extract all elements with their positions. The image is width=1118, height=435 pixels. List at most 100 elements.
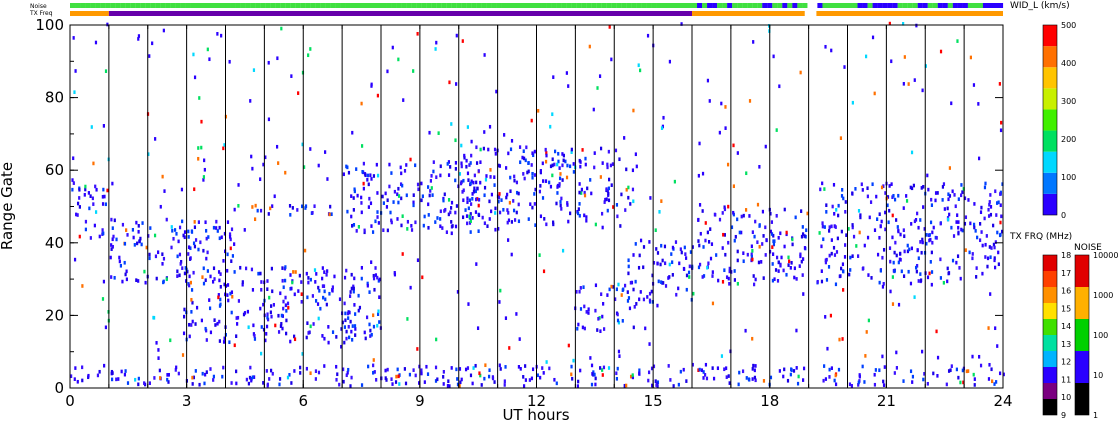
data-cell — [188, 334, 191, 339]
noise-bar-cell — [466, 3, 472, 8]
noise-bar-cell — [280, 3, 286, 8]
noise-bar-cell — [471, 3, 477, 8]
data-cell — [94, 184, 97, 189]
data-cell — [299, 371, 302, 375]
data-cell — [222, 365, 225, 370]
data-cell — [84, 187, 87, 192]
x-tick-label: 0 — [65, 392, 75, 410]
data-cell — [989, 292, 992, 296]
data-cell — [957, 231, 960, 236]
data-cell — [454, 224, 458, 229]
data-cell — [399, 182, 403, 187]
data-cell — [697, 239, 700, 243]
data-cell — [288, 372, 291, 377]
data-cell — [110, 369, 114, 374]
data-cell — [561, 152, 564, 156]
data-cell — [960, 183, 963, 187]
data-cell — [472, 366, 475, 370]
data-cell — [956, 39, 959, 43]
data-cell — [805, 228, 808, 233]
data-cell — [549, 124, 552, 129]
data-cell — [406, 219, 410, 224]
data-cell — [367, 182, 370, 187]
data-cell — [70, 374, 73, 378]
data-cell — [590, 382, 594, 387]
data-cell — [280, 26, 283, 31]
data-cell — [565, 175, 569, 180]
data-cell — [524, 378, 527, 382]
txfreq-scale-swatch — [1043, 303, 1057, 319]
data-cell — [721, 279, 725, 284]
data-cell — [488, 217, 491, 221]
data-cell — [930, 203, 934, 207]
data-cell — [955, 367, 959, 372]
data-cell — [578, 213, 581, 218]
data-cell — [960, 193, 963, 198]
data-cell — [821, 224, 824, 229]
data-cell — [315, 272, 318, 276]
data-cell — [936, 191, 939, 195]
data-cell — [285, 309, 288, 313]
data-cell — [884, 191, 887, 195]
data-cell — [778, 84, 781, 89]
data-cell — [949, 368, 952, 373]
noise-bar-cell — [511, 3, 517, 8]
data-cell — [473, 173, 476, 178]
data-cell — [78, 196, 81, 200]
data-cell — [327, 325, 330, 329]
data-cell — [515, 210, 518, 215]
x-tick-label: 6 — [298, 392, 308, 410]
data-cell — [241, 280, 244, 284]
data-cell — [382, 228, 385, 233]
noise-bar-cell — [150, 3, 156, 8]
data-cell — [825, 278, 829, 282]
data-cell — [570, 372, 573, 377]
data-cell — [94, 210, 98, 214]
data-cell — [459, 380, 462, 385]
data-cell — [524, 158, 527, 163]
data-cell — [397, 200, 400, 205]
data-cell — [964, 248, 967, 252]
noise-scale-swatch — [1075, 255, 1089, 287]
data-cell — [803, 246, 807, 250]
data-cell — [748, 214, 751, 218]
data-cell — [774, 268, 778, 272]
data-cell — [265, 369, 268, 373]
data-cell — [917, 279, 920, 283]
data-cell — [675, 292, 678, 297]
data-cell — [468, 214, 471, 219]
data-cell — [385, 205, 389, 209]
data-cell — [602, 301, 605, 306]
data-cell — [612, 205, 615, 209]
data-cell — [787, 263, 790, 267]
data-cell — [907, 269, 910, 274]
data-cell — [360, 144, 364, 148]
data-cell — [138, 239, 141, 243]
data-cell — [724, 126, 727, 130]
data-cell — [507, 218, 511, 223]
data-cell — [230, 259, 233, 263]
noise-bar-cell — [426, 3, 432, 8]
width-scale-swatch — [1043, 172, 1057, 194]
data-cell — [551, 173, 554, 178]
data-cell — [121, 222, 125, 227]
data-cell — [207, 235, 210, 239]
data-cell — [910, 150, 914, 155]
data-cell — [882, 247, 886, 252]
data-cell — [470, 202, 473, 206]
data-cell — [397, 374, 400, 379]
data-cell — [871, 182, 874, 187]
data-cell — [442, 369, 445, 374]
data-cell — [351, 224, 354, 228]
data-cell — [530, 163, 533, 167]
data-cell — [355, 167, 358, 171]
data-cell — [963, 221, 967, 226]
data-cell — [203, 158, 206, 163]
data-cell — [961, 368, 964, 373]
data-cell — [630, 280, 634, 285]
data-cell — [194, 238, 198, 242]
data-cell — [580, 191, 583, 195]
data-cell — [202, 175, 206, 179]
data-cell — [297, 91, 300, 95]
data-cell — [262, 302, 265, 307]
